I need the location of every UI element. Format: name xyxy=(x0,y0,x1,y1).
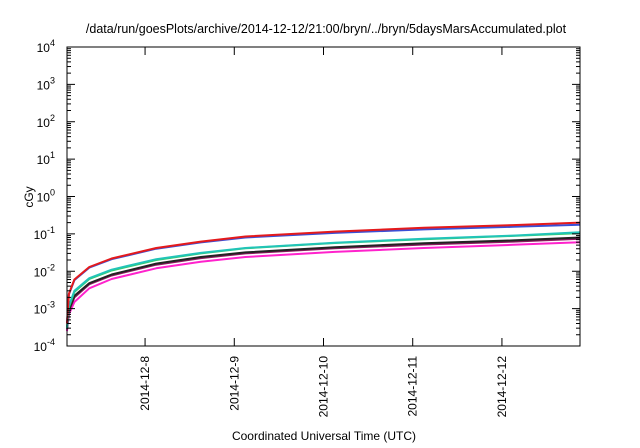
y-axis-label: cGy xyxy=(22,186,36,207)
plot-frame xyxy=(66,46,581,347)
y-tick-label: 100 xyxy=(37,188,55,205)
x-axis-ticks: 2014-12-8 2014-12-9 2014-12-10 2014-12-11 20… xyxy=(138,47,509,417)
y-tick-exponent: 0 xyxy=(50,188,55,198)
x-tick-label: 2014-12-11 xyxy=(406,356,420,417)
y-tick-label: 10-3 xyxy=(34,300,55,317)
y-tick-exponent: -3 xyxy=(47,300,55,310)
series-line xyxy=(66,221,581,324)
series-line xyxy=(66,231,581,329)
chart-title: /data/run/goesPlots/archive/2014-12-12/2… xyxy=(86,22,567,36)
series-line xyxy=(66,236,581,329)
y-tick-label: 103 xyxy=(37,75,55,92)
x-axis-label: Coordinated Universal Time (UTC) xyxy=(232,429,416,443)
y-tick-exponent: 3 xyxy=(50,75,55,85)
plot-area xyxy=(66,221,581,332)
series-line xyxy=(66,241,581,332)
y-tick-label: 101 xyxy=(37,150,55,167)
y-tick-exponent: 1 xyxy=(50,150,55,160)
x-tick-label: 2014-12-10 xyxy=(317,356,331,418)
y-tick-label: 10-2 xyxy=(34,262,55,279)
x-tick-label: 2014-12-12 xyxy=(495,356,509,418)
y-tick-exponent: 4 xyxy=(50,38,55,48)
series-line xyxy=(66,223,581,324)
y-tick-exponent: -2 xyxy=(47,262,55,272)
x-tick-label: 2014-12-9 xyxy=(227,356,241,411)
y-tick-exponent: -4 xyxy=(47,337,55,347)
y-tick-exponent: 2 xyxy=(50,113,55,123)
y-tick-label: 10-4 xyxy=(34,337,55,354)
x-tick-label: 2014-12-8 xyxy=(138,356,152,411)
y-tick-label: 104 xyxy=(37,38,55,55)
y-tick-exponent: -1 xyxy=(47,225,55,235)
y-tick-label: 102 xyxy=(37,113,55,130)
y-tick-label: 10-1 xyxy=(34,225,55,242)
